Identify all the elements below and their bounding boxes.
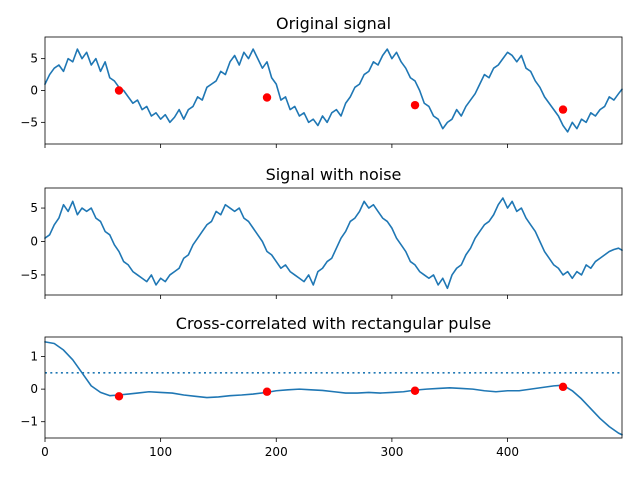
cross-correlation-xtick-label: 0 — [41, 445, 49, 459]
signal-with-noise-series-line — [44, 197, 623, 290]
signal-with-noise-ytick-label: 5 — [30, 201, 38, 215]
cross-correlation-xtick-label: 200 — [265, 445, 288, 459]
cross-correlation-xtick-label: 100 — [149, 445, 172, 459]
cross-correlation-ytick-label: 0 — [30, 382, 38, 396]
signal-with-noise-axes-frame — [44, 187, 623, 296]
original-signal-peak-marker — [262, 93, 272, 102]
cross-correlation-xtick-label: 400 — [496, 445, 519, 459]
cross-correlation-ytick-label: 1 — [30, 350, 38, 364]
original-signal-series-line — [44, 48, 623, 133]
original-signal-ytick-label: −5 — [20, 115, 38, 129]
cross-correlation-series-line — [44, 341, 623, 436]
original-signal-peak-marker — [114, 86, 124, 95]
original-signal-axes-frame — [44, 36, 623, 145]
cross-correlation-peak-marker — [114, 392, 124, 401]
original-signal-ytick-label: 5 — [30, 52, 38, 66]
signal-with-noise-panel: Signal with noise −5 0 5 — [20, 165, 623, 299]
signal-with-noise-ytick-label: 0 — [30, 235, 38, 249]
cross-correlation-title: Cross-correlated with rectangular pulse — [176, 314, 491, 333]
original-signal-panel: Original signal −5 0 5 — [20, 14, 623, 148]
cross-correlation-panel: Cross-correlated with rectangular pulse … — [20, 314, 623, 459]
cross-correlation-xtick-label: 300 — [380, 445, 403, 459]
cross-correlation-peak-marker — [558, 382, 568, 392]
signal-with-noise-ytick-label: −5 — [20, 268, 38, 282]
cross-correlation-ytick-label: −1 — [20, 415, 38, 429]
original-signal-ytick-label: 0 — [30, 84, 38, 98]
cross-correlation-peak-marker — [262, 387, 272, 396]
signal-with-noise-title: Signal with noise — [266, 165, 402, 184]
original-signal-title: Original signal — [276, 14, 391, 33]
cross-correlation-axes-frame — [44, 336, 623, 439]
original-signal-peak-marker — [558, 105, 568, 114]
original-signal-peak-marker — [410, 100, 420, 110]
cross-correlation-peak-marker — [410, 386, 420, 395]
